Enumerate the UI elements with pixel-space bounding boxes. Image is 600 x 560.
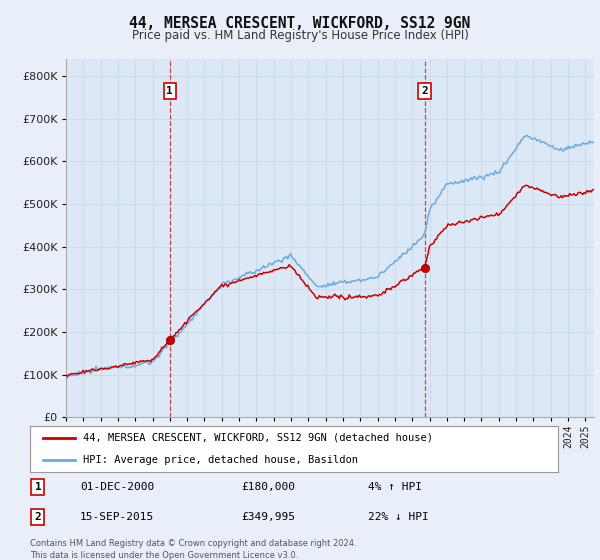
Text: 1: 1 xyxy=(166,86,173,96)
Text: 01-DEC-2000: 01-DEC-2000 xyxy=(80,482,154,492)
Text: 44, MERSEA CRESCENT, WICKFORD, SS12 9GN (detached house): 44, MERSEA CRESCENT, WICKFORD, SS12 9GN … xyxy=(83,433,433,443)
Text: Price paid vs. HM Land Registry's House Price Index (HPI): Price paid vs. HM Land Registry's House … xyxy=(131,29,469,42)
Text: £349,995: £349,995 xyxy=(241,512,295,522)
Text: 22% ↓ HPI: 22% ↓ HPI xyxy=(368,512,428,522)
Text: 1: 1 xyxy=(35,482,41,492)
Text: 44, MERSEA CRESCENT, WICKFORD, SS12 9GN: 44, MERSEA CRESCENT, WICKFORD, SS12 9GN xyxy=(130,16,470,31)
Text: 2: 2 xyxy=(421,86,428,96)
Text: £180,000: £180,000 xyxy=(241,482,295,492)
Text: 15-SEP-2015: 15-SEP-2015 xyxy=(80,512,154,522)
Text: HPI: Average price, detached house, Basildon: HPI: Average price, detached house, Basi… xyxy=(83,455,358,465)
Text: Contains HM Land Registry data © Crown copyright and database right 2024.
This d: Contains HM Land Registry data © Crown c… xyxy=(30,539,356,559)
Text: 4% ↑ HPI: 4% ↑ HPI xyxy=(368,482,422,492)
Text: 2: 2 xyxy=(35,512,41,522)
